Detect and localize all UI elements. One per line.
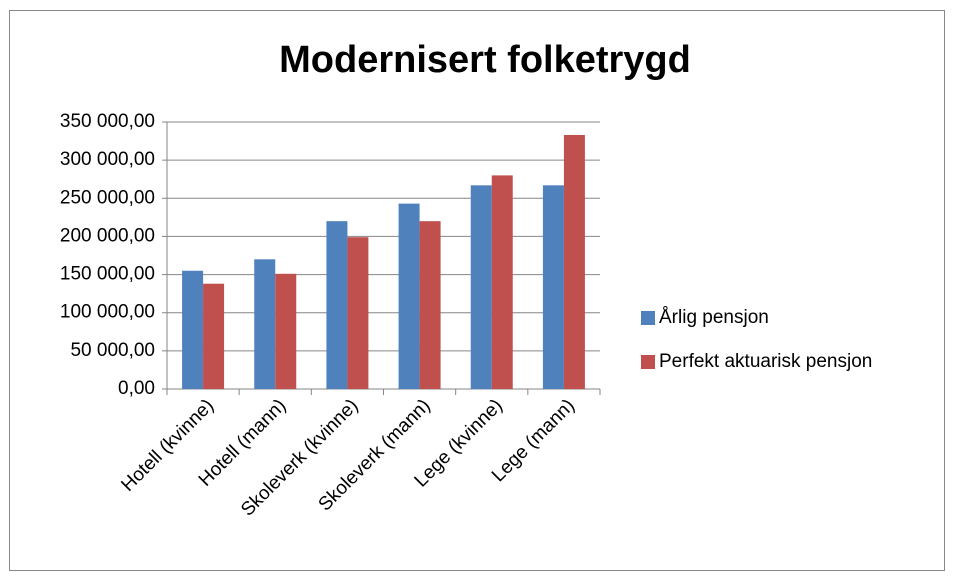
bar: [275, 273, 297, 389]
bar: [326, 221, 348, 389]
bar: [203, 283, 225, 389]
bar: [419, 221, 441, 389]
bar: [491, 175, 513, 389]
y-tick-label: 100 000,00: [60, 302, 155, 323]
bar: [347, 237, 369, 389]
legend-label: Perfekt aktuarisk pensjon: [659, 351, 872, 372]
bar: [542, 185, 564, 389]
bar: [398, 203, 420, 389]
legend-swatch: [641, 355, 655, 369]
y-tick-label: 300 000,00: [60, 149, 155, 170]
y-tick-label: 150 000,00: [60, 264, 155, 285]
y-tick-label: 50 000,00: [70, 340, 155, 361]
y-tick-label: 350 000,00: [60, 111, 155, 132]
y-tick-label: 200 000,00: [60, 225, 155, 246]
y-tick-label: 250 000,00: [60, 187, 155, 208]
legend-swatch: [641, 311, 655, 325]
bar: [254, 259, 276, 389]
y-tick-label: 0,00: [118, 378, 155, 399]
legend-label: Årlig pensjon: [659, 307, 769, 328]
bar: [563, 134, 585, 389]
bar: [182, 270, 204, 389]
bar: [470, 185, 492, 389]
chart-title: Modernisert folketrygd: [279, 39, 691, 81]
